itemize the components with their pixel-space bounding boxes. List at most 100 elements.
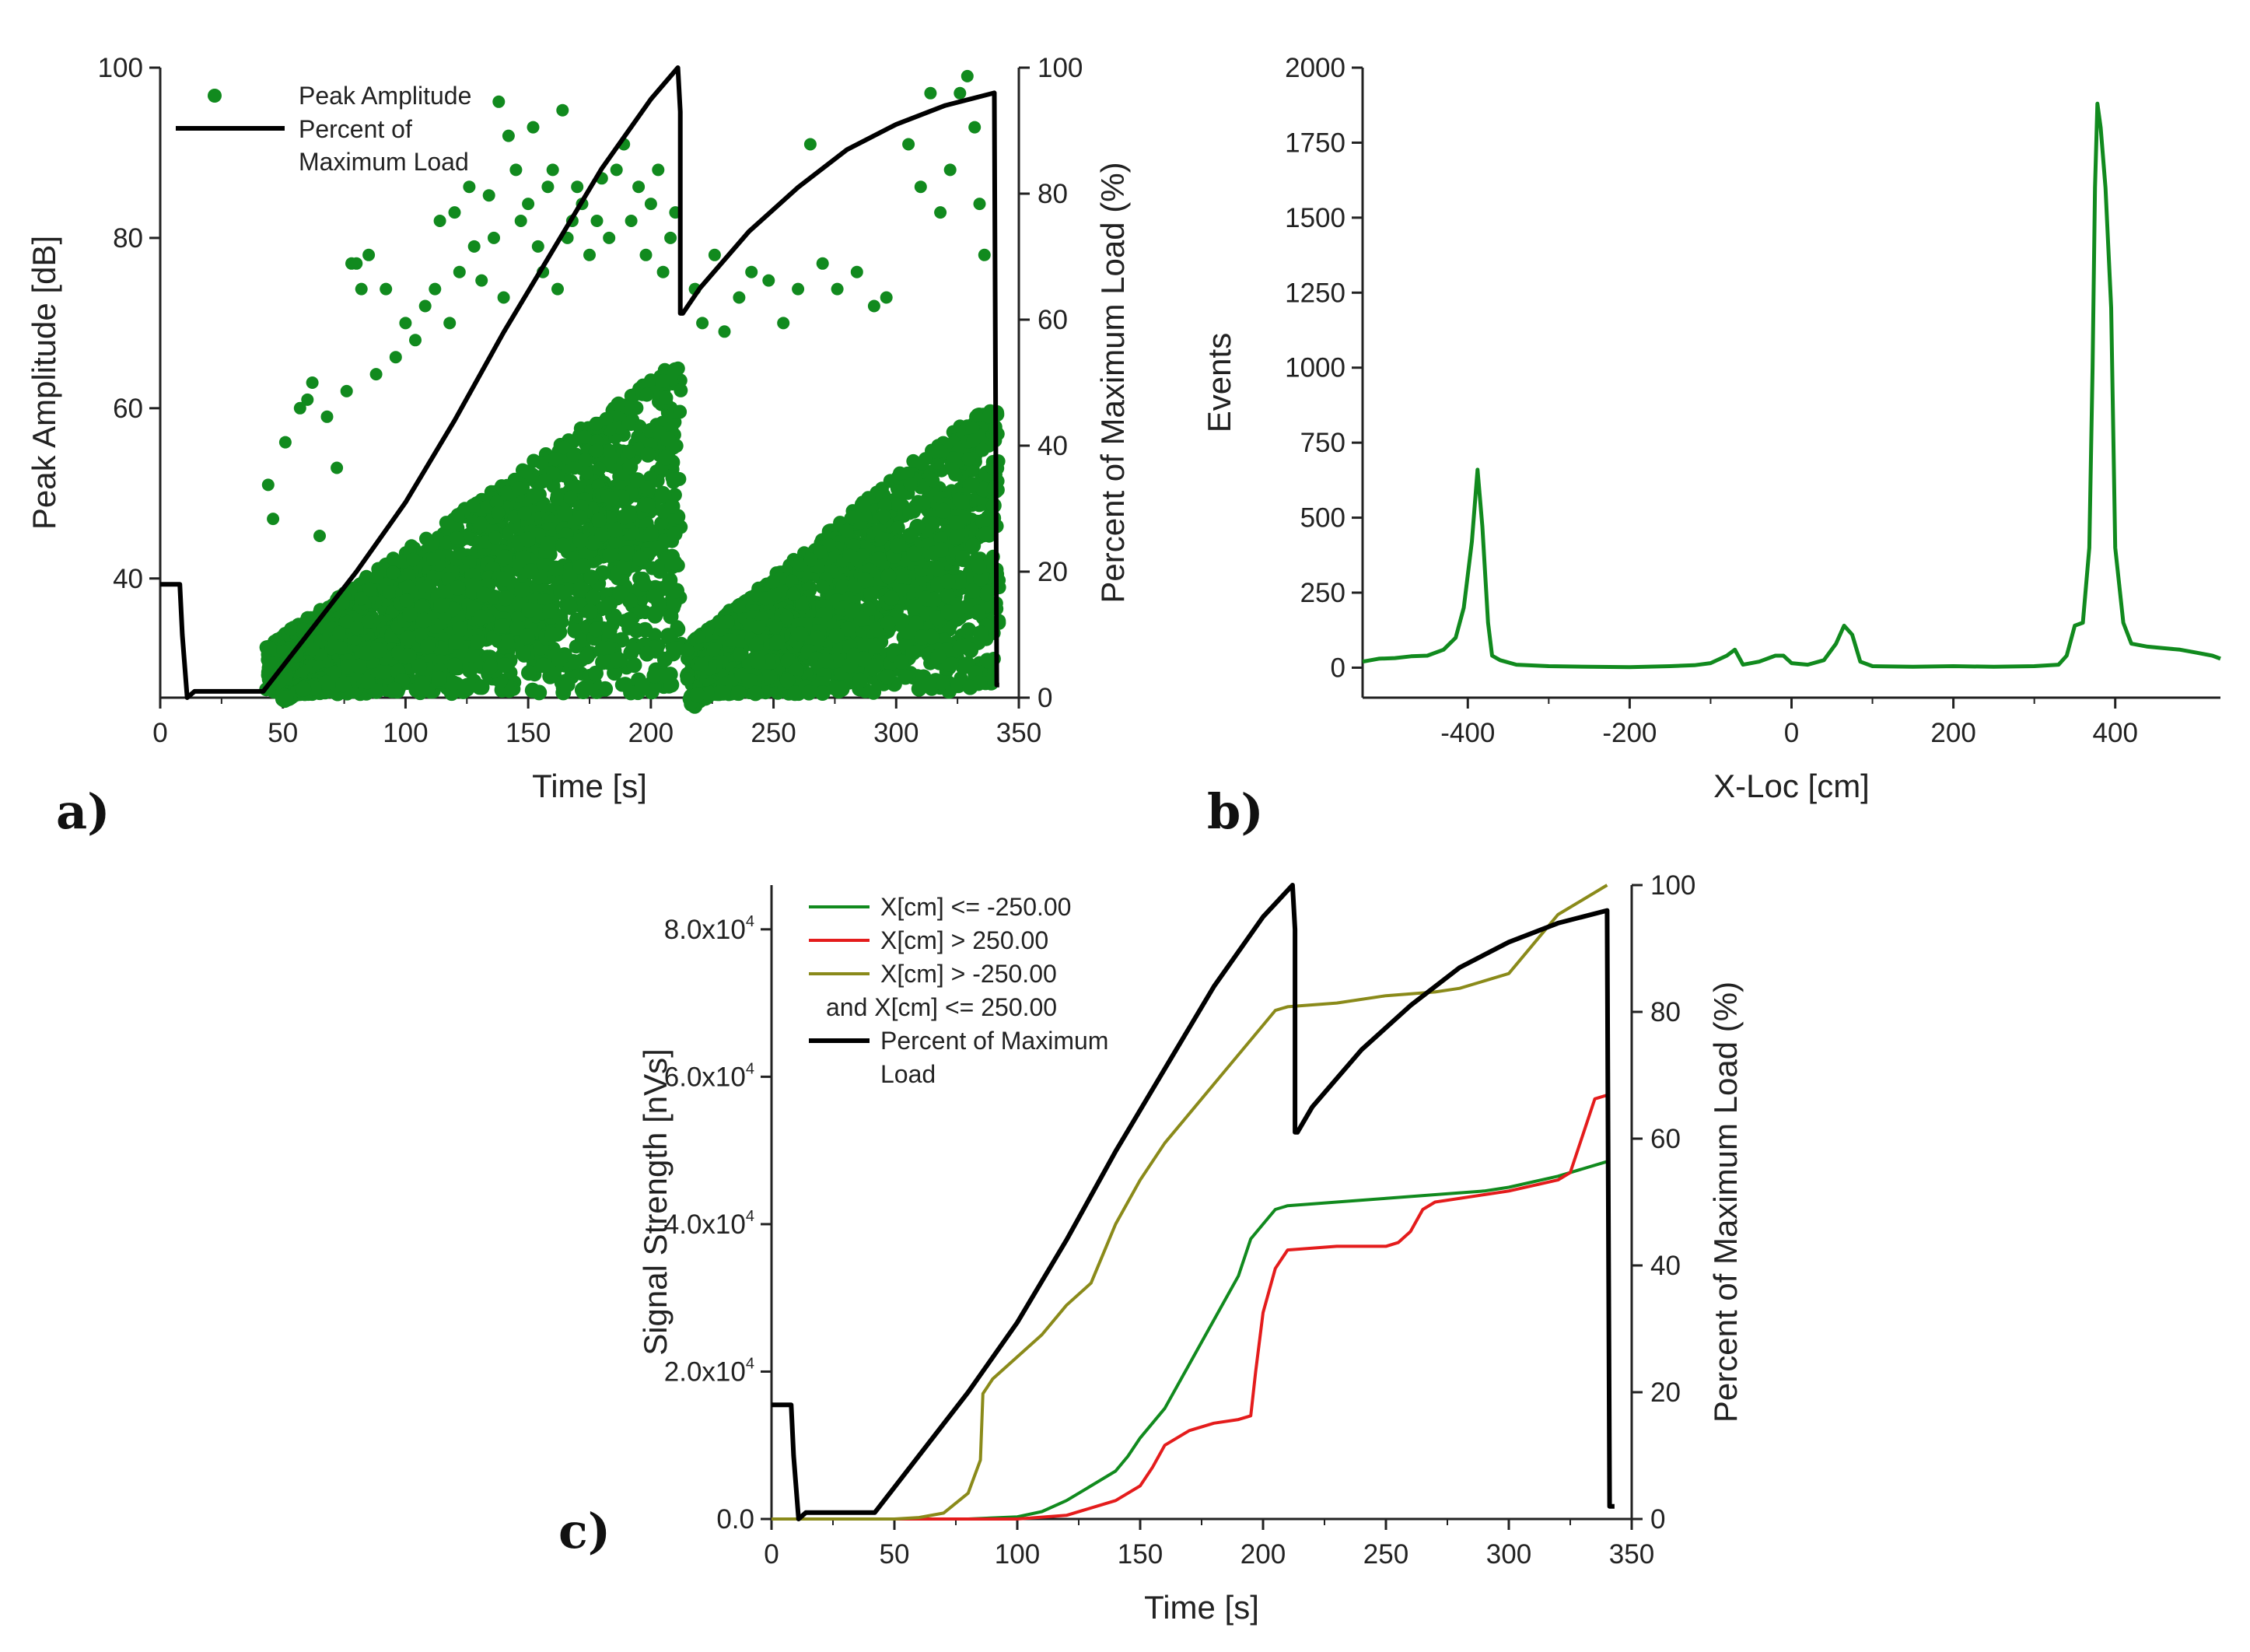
data-point (877, 509, 891, 523)
data-point (617, 677, 633, 693)
data-point (521, 602, 537, 618)
y-tick-mantissa: 6.0x10 (664, 1062, 746, 1092)
series-line-1 (772, 1094, 1608, 1521)
data-point (386, 551, 401, 566)
y-tick-label: 60 (113, 394, 143, 424)
y-tick-mantissa: 2.0x10 (664, 1356, 746, 1387)
load-line (160, 65, 999, 700)
y-tick-label: 0.0 (716, 1504, 754, 1535)
data-point (450, 508, 465, 523)
data-point (938, 587, 954, 604)
data-point (570, 582, 586, 598)
data-point (634, 677, 650, 694)
data-point (592, 461, 607, 476)
data-point (340, 384, 353, 397)
y2-tick-label: 80 (1650, 997, 1681, 1027)
data-point (534, 456, 549, 470)
data-point (891, 520, 905, 535)
data-point (971, 558, 987, 575)
data-point (935, 502, 951, 519)
data-point (964, 477, 980, 492)
data-point (828, 628, 845, 644)
data-point (949, 529, 965, 545)
data-point (536, 556, 552, 572)
data-point (446, 657, 463, 674)
x-tick-label: 50 (268, 718, 298, 748)
data-point (966, 433, 981, 448)
data-point (604, 491, 620, 507)
data-point (519, 464, 534, 479)
y-tick-label: 0 (1331, 653, 1345, 683)
data-point (667, 362, 682, 376)
data-point (646, 667, 663, 684)
data-point (839, 523, 854, 538)
data-point (594, 526, 611, 542)
data-point (579, 649, 595, 665)
data-point (527, 121, 540, 134)
data-point (611, 397, 625, 411)
data-point (331, 461, 344, 474)
data-point (415, 612, 432, 628)
data-point (714, 684, 730, 701)
y2-tick-label: 0 (1038, 683, 1052, 713)
data-point (399, 593, 414, 608)
data-point (601, 443, 616, 458)
data-point (610, 651, 626, 667)
data-point (669, 583, 684, 599)
data-point (632, 180, 646, 194)
x-tick-label: 0 (152, 718, 167, 748)
data-point (301, 393, 314, 406)
data-point (905, 645, 921, 661)
data-point (555, 537, 571, 554)
data-point (696, 317, 709, 330)
data-point (652, 163, 665, 177)
data-point (751, 620, 765, 635)
data-point (583, 569, 600, 586)
data-point (448, 634, 464, 650)
data-point (877, 498, 892, 513)
data-point (262, 640, 277, 655)
data-point (519, 628, 535, 645)
data-point (894, 613, 910, 628)
y-tick-label: 250 (1300, 578, 1345, 608)
data-point (954, 550, 971, 565)
data-point (845, 510, 859, 525)
data-point (577, 429, 592, 444)
data-point (921, 675, 937, 691)
x-tick-label: 200 (1240, 1539, 1286, 1570)
data-point (450, 579, 466, 596)
data-point (546, 163, 559, 177)
x-tick-label: 150 (1118, 1539, 1163, 1570)
data-point (906, 545, 922, 562)
x-tick-label: 350 (1609, 1539, 1654, 1570)
data-point (549, 492, 564, 506)
data-point (591, 512, 607, 528)
data-point (445, 675, 461, 691)
legend-label-load-2: Maximum Load (299, 148, 469, 176)
y-tick-label: 8.0x104 (664, 913, 754, 945)
data-point (496, 571, 513, 587)
data-point (515, 549, 531, 565)
legend: Peak Amplitude Percent of Maximum Load (176, 82, 471, 176)
data-point (906, 599, 922, 614)
data-point (973, 198, 986, 211)
data-point (940, 604, 957, 621)
data-point (639, 248, 653, 261)
y-tick-label: 1500 (1285, 203, 1345, 233)
data-point (769, 635, 786, 651)
data-point (640, 446, 656, 463)
data-point (658, 450, 674, 466)
data-point (473, 609, 489, 625)
y-tick-label: 750 (1300, 428, 1345, 458)
y-tick-exponent: 4 (746, 1060, 754, 1077)
data-point (621, 611, 638, 628)
data-point (900, 466, 915, 481)
data-point (902, 527, 919, 544)
data-point (733, 647, 747, 662)
data-point (741, 673, 758, 689)
data-point (952, 639, 968, 656)
data-point (792, 282, 805, 296)
data-point (276, 644, 291, 659)
data-point (272, 676, 287, 691)
data-point (636, 576, 653, 592)
